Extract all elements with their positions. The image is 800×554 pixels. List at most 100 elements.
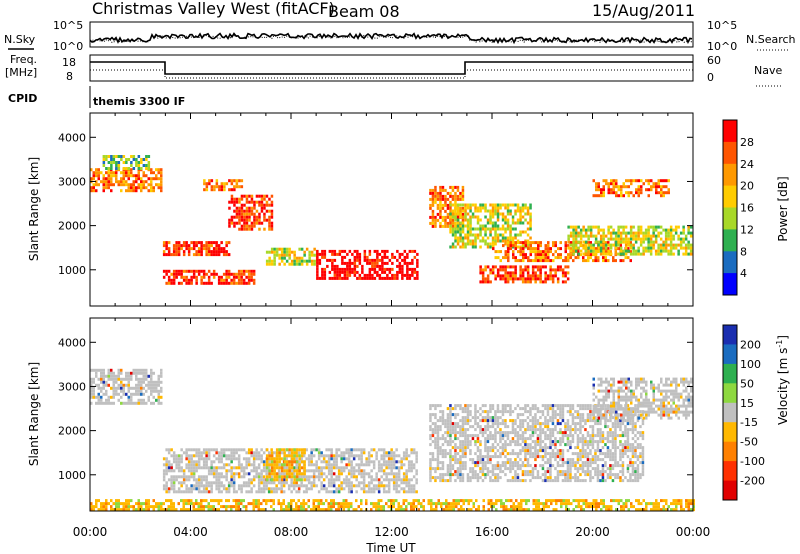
velocity-cell-r1 xyxy=(200,466,203,470)
power-cell-r7 xyxy=(363,276,367,280)
nsky-panel xyxy=(89,21,694,48)
power-cell-r11 xyxy=(587,241,590,245)
velocity-cell-r2 xyxy=(290,448,294,452)
velocity-cell-r3 xyxy=(601,479,605,483)
power-cell-r1 xyxy=(102,155,106,158)
power-cell-r12 xyxy=(650,185,653,189)
power-cell-r12 xyxy=(667,191,670,195)
power-cell-r6 xyxy=(293,256,296,260)
power-cell-r11 xyxy=(509,247,512,251)
power-cell-r9 xyxy=(511,236,515,240)
power-cell-r1 xyxy=(105,167,108,170)
velocity-cell-r1 xyxy=(197,475,201,479)
velocity-cell-r1 xyxy=(287,451,291,455)
power-cell-r4 xyxy=(258,221,261,225)
velocity-cell-r3 xyxy=(459,407,462,411)
power-cell-r10 xyxy=(501,265,505,269)
velocity-cell-r1 xyxy=(187,454,191,458)
power-cell-r9 xyxy=(479,203,482,207)
velocity-cell-r3 xyxy=(509,404,512,408)
power-cell-r1 xyxy=(110,161,113,164)
power-cell-r5 xyxy=(240,185,244,189)
power-cell-r7 xyxy=(383,270,387,274)
power-cell-r5 xyxy=(215,179,219,183)
velocity-cell-r1 xyxy=(185,448,188,452)
power-cell-r6 xyxy=(288,253,291,257)
velocity-cell-r1 xyxy=(247,490,251,494)
power-cell-r8 xyxy=(454,185,457,189)
velocity-cell-r1 xyxy=(265,472,268,476)
velocity-cell-r3 xyxy=(459,440,462,444)
velocity-cell-r3 xyxy=(476,425,480,429)
power-cell-r9 xyxy=(454,206,457,210)
power-cell-r9 xyxy=(494,203,497,207)
velocity-cell-r3 xyxy=(609,476,612,480)
velocity-cell-r1 xyxy=(260,448,263,452)
power-cell-r10 xyxy=(509,274,512,278)
power-cell-r7 xyxy=(376,273,379,277)
power-cell-r6 xyxy=(268,259,271,263)
velocity-cell-r3 xyxy=(604,419,607,423)
power-cell-r7 xyxy=(348,273,352,277)
velocity-cell-r2 xyxy=(293,448,296,452)
velocity-cell-r3 xyxy=(581,443,585,447)
velocity-cell-r1 xyxy=(307,460,311,464)
power-cell-r12 xyxy=(627,194,630,198)
power-cell-r12 xyxy=(665,185,668,189)
power-cell-r13 xyxy=(624,252,628,256)
velocity-cell-r3 xyxy=(494,467,497,471)
power-cell-r11 xyxy=(514,247,517,251)
velocity-cell-r1 xyxy=(350,487,353,491)
power-cell-r6 xyxy=(295,262,299,266)
velocity-cell-r0 xyxy=(102,377,105,381)
velocity-cell-r3 xyxy=(554,455,557,459)
power-cell-r6 xyxy=(308,253,311,257)
power-cell-r2 xyxy=(180,247,183,251)
velocity-cell-r3 xyxy=(476,476,480,480)
velocity-cell-r3 xyxy=(489,419,492,423)
velocity-cell-r2 xyxy=(278,451,281,455)
power-cell-r1 xyxy=(107,155,111,158)
velocity-cell-r1 xyxy=(260,460,263,464)
power-cell-r2 xyxy=(225,244,228,248)
power-cell-r12 xyxy=(622,182,625,186)
velocity-cell-r1 xyxy=(235,448,238,452)
velocity-cell-r1 xyxy=(247,460,251,464)
velocity-cell-r3 xyxy=(496,443,500,447)
velocity-cell-r3 xyxy=(516,461,520,465)
velocity-cell-r3 xyxy=(451,413,455,417)
power-cell-r7 xyxy=(346,276,349,280)
power-cell-r7 xyxy=(413,255,417,259)
velocity-cell-r2 xyxy=(303,469,306,473)
velocity-cell-r3 xyxy=(496,431,500,435)
velocity-cell-r3 xyxy=(581,464,585,468)
velocity-cell-r3 xyxy=(529,449,532,453)
velocity-cell-r3 xyxy=(536,452,540,456)
velocity-cell-r3 xyxy=(446,419,450,423)
velocity-cell-r3 xyxy=(506,479,510,483)
power-cell-r13 xyxy=(637,252,640,256)
power-cell-r9 xyxy=(501,212,505,216)
velocity-cell-r1 xyxy=(402,490,406,494)
power-cell-r7 xyxy=(323,252,327,256)
velocity-cell-r3 xyxy=(609,434,612,438)
velocity-cell-r3 xyxy=(574,422,577,426)
power-cell-r0 xyxy=(140,186,143,190)
velocity-cell-r1 xyxy=(252,454,256,458)
power-cell-r12 xyxy=(595,182,598,186)
power-cell-r11 xyxy=(542,259,545,263)
velocity-cell-r1 xyxy=(255,466,258,470)
power-cell-r6 xyxy=(280,247,284,251)
velocity-cell-r1 xyxy=(407,454,411,458)
velocity-cell-r1 xyxy=(335,466,338,470)
power-cell-r6 xyxy=(308,250,311,254)
power-cell-r13 xyxy=(667,237,670,241)
velocity-cell-r2 xyxy=(278,460,281,464)
velocity-cell-r3 xyxy=(609,455,612,459)
power-cell-r11 xyxy=(547,256,550,260)
velocity-cell-r3 xyxy=(461,407,465,411)
velocity-cell-r1 xyxy=(350,469,353,473)
power-cell-r9 xyxy=(499,212,502,216)
power-cell-r1 xyxy=(115,164,118,167)
velocity-cell-r3 xyxy=(541,422,545,426)
